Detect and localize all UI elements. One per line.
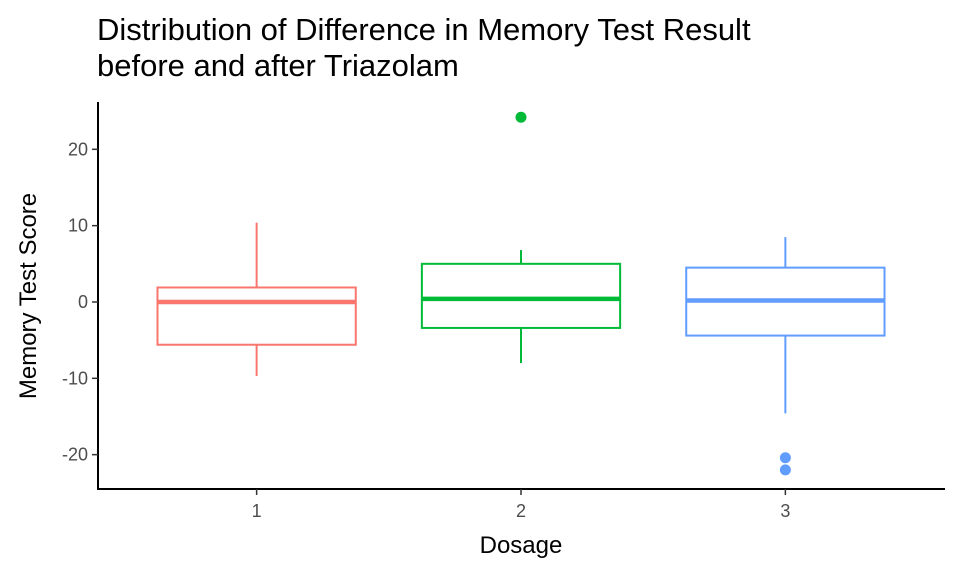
x-tick-label: 1 xyxy=(252,501,262,521)
y-tick-label: 20 xyxy=(68,139,88,159)
y-tick-label: 0 xyxy=(78,292,88,312)
box-iqr xyxy=(156,286,357,346)
outlier-point xyxy=(515,111,527,123)
boxes-layer xyxy=(156,111,886,476)
chart-title: Distribution of Difference in Memory Tes… xyxy=(97,12,751,84)
box-dosage-3 xyxy=(685,237,886,476)
x-axis-title: Dosage xyxy=(480,532,563,559)
y-tick-label: -10 xyxy=(62,368,88,388)
y-tick-label: -20 xyxy=(62,445,88,465)
ticks-layer: -20 -10 0 10 20 1 2 3 xyxy=(62,139,790,521)
outlier-point xyxy=(779,452,791,464)
y-axis-title: Memory Test Score xyxy=(15,193,42,399)
outlier-point xyxy=(779,464,791,476)
box-dosage-1 xyxy=(156,222,357,377)
x-tick-label: 2 xyxy=(516,501,526,521)
chart-title-line-1: Distribution of Difference in Memory Tes… xyxy=(97,12,751,47)
box-dosage-2 xyxy=(420,111,622,364)
x-tick-label: 3 xyxy=(780,501,790,521)
y-tick-label: 10 xyxy=(68,216,88,236)
chart-title-line-2: before and after Triazolam xyxy=(97,48,459,83)
box-iqr xyxy=(420,262,622,329)
